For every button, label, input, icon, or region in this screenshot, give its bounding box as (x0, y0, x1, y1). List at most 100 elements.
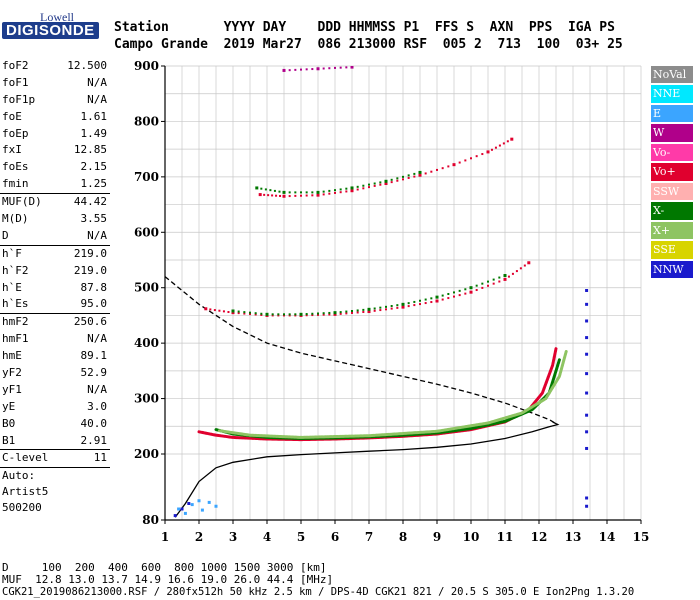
param-value: 219.0 (73, 263, 107, 277)
y-tick-label: 600 (134, 225, 159, 239)
trace-vo-point (328, 192, 331, 195)
trace-x-point (356, 185, 359, 188)
param-separator (0, 244, 110, 246)
param-row: B1 2.91 (0, 433, 110, 450)
trace-x-point (487, 280, 489, 283)
trace-x-point (390, 178, 393, 181)
trace-vo-point (311, 194, 314, 197)
trace-vo-point (345, 190, 348, 193)
trace-vo-point (254, 313, 257, 316)
trace-vo-point (237, 312, 240, 315)
trace-vo-point (356, 188, 359, 191)
legend-entry: Vo+ (651, 163, 693, 181)
trace-vo-point (333, 312, 337, 316)
param-value: 1.61 (80, 109, 108, 123)
param-row: foF1 N/A (0, 75, 110, 92)
trace-nnw-point (585, 496, 589, 500)
param-value: 3.55 (80, 212, 108, 226)
trace-vo-point (453, 295, 455, 298)
trace-x-point (356, 309, 359, 312)
echo-traces (173, 66, 589, 518)
trace-vo-point (424, 172, 427, 175)
trace-vo-point (209, 308, 212, 311)
x-tick-label: 4 (263, 530, 271, 544)
trace-vo-point (218, 309, 221, 312)
y-tick-label: 200 (134, 447, 159, 461)
trace-w-point (294, 68, 297, 71)
trace-vo-point (498, 144, 501, 147)
trace-x-point (294, 191, 297, 194)
trace-x-point (255, 186, 259, 190)
legend-entry: X+ (651, 221, 693, 240)
param-row: foF1p N/A (0, 92, 110, 109)
trace-vo-point (510, 137, 514, 141)
y-tick-label: 500 (134, 281, 159, 295)
x-tick-label: 15 (633, 530, 650, 544)
trace-vo-point (385, 308, 387, 311)
trace-nnw-point (585, 430, 589, 434)
trace-vo-point (401, 305, 405, 309)
legend-entry: NNW (651, 260, 693, 279)
param-value: N/A (87, 92, 107, 106)
param-name: yE (2, 399, 16, 413)
y-tick-label: 300 (134, 392, 159, 406)
trace-x-point (469, 286, 473, 290)
trace-x-point (402, 175, 404, 178)
trace-x-point (269, 189, 272, 192)
trace-x-point (396, 177, 399, 180)
trace-vo-point (384, 182, 388, 186)
trace-x-point (288, 313, 291, 316)
trace-vo-point (294, 194, 297, 197)
trace-x-point (283, 313, 285, 316)
header-labels: Station YYYY DAY DDD HHMMSS P1 FFS S AXN… (114, 20, 615, 35)
trace-w-point (334, 66, 336, 69)
param-separator (0, 193, 110, 195)
trace-x-point (503, 274, 507, 278)
param-row: D N/A (0, 228, 110, 245)
param-value: 219.0 (73, 246, 107, 260)
trace-x-point (299, 312, 303, 316)
trace-vo-point (475, 289, 478, 292)
trace-vo-point (447, 297, 450, 300)
param-value: 89.1 (80, 349, 108, 363)
trace-vo-point (447, 165, 450, 168)
parameter-panel: foF2 12.500 foF1 N/A foF1p N/A foE 1.61 foEp 1.49… (0, 58, 110, 516)
trace-vo-point (419, 303, 421, 306)
trace-vo-point (379, 183, 382, 186)
trace-vo-point (294, 314, 297, 317)
x-tick-label: 11 (497, 530, 514, 544)
trace-x-point (300, 191, 302, 194)
trace-x-point (322, 312, 325, 315)
y-tick-label: 400 (134, 336, 159, 350)
trace-x-point (435, 295, 439, 299)
param-name: B0 (2, 416, 16, 430)
param-row: h`Es 95.0 (0, 296, 110, 313)
trace-vo-point (271, 194, 274, 197)
trace-x-point (254, 312, 257, 315)
logo-digisonde: DIGISONDE (2, 22, 99, 39)
trace-vo-point (469, 290, 473, 294)
param-name: h`F (2, 246, 22, 260)
trace-vo-point (204, 307, 208, 311)
trace-vo-point (527, 261, 531, 265)
x-tick-label: 6 (331, 530, 339, 544)
trace-vo-point (275, 194, 278, 197)
legend-entry: SSE (651, 241, 693, 259)
trace-x-point (441, 294, 444, 297)
trace-w-point (350, 66, 354, 69)
y-tick-label: 900 (134, 59, 159, 73)
trace-x-point (265, 312, 269, 316)
trace-vo-point (222, 310, 225, 313)
y-tick-label: 80 (142, 513, 159, 527)
trace-vo-point (213, 309, 216, 312)
param-row: foE 1.61 (0, 109, 110, 126)
trace-x-point (367, 307, 371, 311)
param-name: foF1p (2, 92, 36, 106)
param-value: N/A (87, 228, 107, 242)
param-value: 2.91 (80, 433, 108, 447)
param-name: foEs (2, 160, 29, 174)
x-tick-label: 1 (161, 530, 169, 544)
param-name: foE (2, 109, 22, 123)
trace-vo-point (402, 178, 404, 181)
footer-distance-row: D 100 200 400 600 800 1000 1500 3000 [km… (2, 561, 327, 574)
